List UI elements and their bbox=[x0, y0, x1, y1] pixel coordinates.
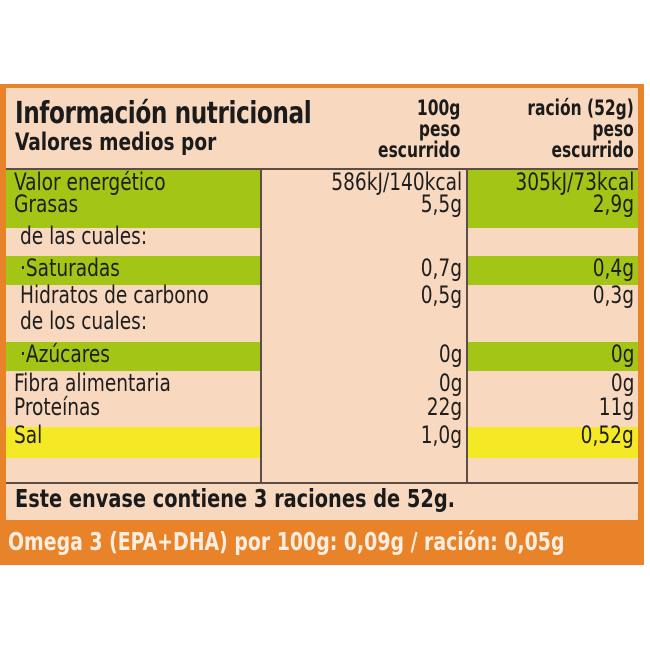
table-row-salt: Sal 1,0g 0,52g bbox=[6, 421, 638, 458]
table-row-protein: Proteínas 22g 11g bbox=[14, 393, 634, 421]
table-row-of-which-carbs: de los cuales: bbox=[20, 307, 148, 335]
column-divider bbox=[466, 170, 468, 482]
servings-per-package: Este envase contiene 3 raciones de 52g. bbox=[15, 484, 456, 513]
column-header-per-100g: 100g peso escurrido bbox=[377, 96, 460, 162]
table-row-sugars: ·Azúcares 0g 0g bbox=[6, 340, 638, 371]
column-header-per-serving: ración (52g) peso escurrido bbox=[527, 96, 634, 162]
table-row-of-which-fat: de las cuales: bbox=[20, 222, 148, 250]
column-divider bbox=[260, 170, 262, 482]
label-title: Información nutricional bbox=[15, 96, 312, 131]
table-row-energy: Valor energético 586kJ/140kcal 305kJ/73k… bbox=[6, 168, 638, 198]
table-row-fibre: Fibra alimentaria 0g 0g bbox=[14, 369, 634, 397]
nutrition-label: Información nutricional Valores medios p… bbox=[0, 84, 644, 565]
table-row-carbohydrates: Hidratos de carbono 0,5g 0,3g bbox=[20, 281, 634, 309]
omega3-info: Omega 3 (EPA+DHA) por 100g: 0,09g / raci… bbox=[8, 527, 565, 556]
nutrition-panel: Información nutricional Valores medios p… bbox=[6, 88, 638, 520]
table-row-fat: Grasas 5,5g 2,9g bbox=[6, 190, 638, 228]
label-subtitle: Valores medios por bbox=[15, 128, 217, 156]
table-row-spacer bbox=[6, 458, 638, 480]
nutrition-table: Valor energético 586kJ/140kcal 305kJ/73k… bbox=[6, 168, 638, 484]
table-row-saturated: ·Saturadas 0,7g 0,4g bbox=[6, 254, 638, 285]
